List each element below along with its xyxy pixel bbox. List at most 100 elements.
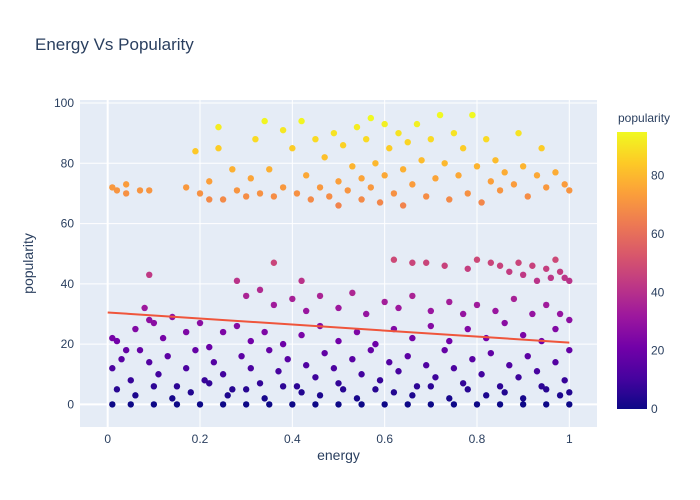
scatter-point: [446, 395, 453, 402]
scatter-point: [335, 202, 342, 209]
y-tick-label: 60: [61, 217, 75, 231]
scatter-point: [487, 349, 495, 357]
scatter-point: [229, 166, 236, 173]
scatter-point: [339, 386, 347, 393]
scatter-point: [566, 316, 573, 324]
scatter-point: [150, 383, 158, 390]
colorbar-tick-label: 60: [651, 227, 665, 241]
scatter-point: [543, 301, 550, 309]
scatter-point: [561, 181, 568, 188]
scatter-point: [381, 172, 388, 179]
x-tick-label: 0.4: [284, 432, 301, 446]
scatter-point: [164, 352, 171, 360]
x-axis-label: energy: [317, 447, 360, 463]
scatter-point: [173, 401, 181, 408]
scatter-point: [155, 371, 162, 378]
scatter-point: [413, 383, 421, 390]
scatter-point: [275, 368, 282, 375]
scatter-point: [515, 374, 522, 381]
scatter-point: [316, 292, 324, 300]
scatter-point: [381, 401, 388, 408]
scatter-point: [150, 401, 158, 408]
scatter-point: [182, 328, 190, 336]
scatter-point: [335, 178, 342, 185]
scatter-point: [446, 298, 453, 306]
x-tick-label: 0: [104, 432, 111, 446]
scatter-point: [552, 169, 559, 176]
scatter-point: [118, 355, 125, 363]
scatter-point: [242, 292, 250, 300]
scatter-point: [146, 359, 153, 366]
scatter-point: [552, 256, 559, 263]
y-tick-label: 20: [61, 337, 75, 351]
colorbar-tick-label: 0: [651, 402, 658, 416]
colorbar-tick-label: 40: [651, 285, 665, 299]
scatter-point: [427, 135, 435, 143]
scatter-point: [473, 401, 481, 408]
scatter-point: [122, 190, 130, 197]
scatter-point: [464, 325, 471, 333]
scatter-point: [441, 262, 448, 269]
scatter-point: [404, 138, 411, 146]
colorbar-tick-label: 80: [651, 169, 665, 183]
scatter-point: [242, 401, 250, 408]
colorbar-tick-label: 20: [651, 344, 665, 358]
scatter-point: [109, 184, 116, 191]
scatter-point: [515, 129, 522, 137]
scatter-point: [279, 383, 287, 390]
scatter-point: [519, 401, 527, 408]
scatter-point: [122, 181, 130, 188]
scatter-point: [210, 359, 218, 366]
scatter-points: [109, 111, 573, 408]
scatter-point: [159, 334, 167, 342]
scatter-point: [242, 386, 250, 393]
scatter-point: [561, 377, 568, 384]
scatter-point: [353, 328, 361, 336]
scatter-point: [566, 187, 573, 194]
scatter-point: [330, 129, 338, 137]
scatter-point: [543, 386, 550, 393]
scatter-point: [464, 386, 471, 393]
scatter-point: [330, 365, 338, 372]
trendline: [107, 311, 570, 344]
x-tick-label: 0.8: [469, 432, 486, 446]
scatter-point: [538, 145, 545, 152]
scatter-point: [372, 386, 379, 393]
scatter-point: [127, 377, 134, 384]
scatter-point: [372, 160, 379, 167]
scatter-point: [206, 196, 213, 203]
y-tick-label: 0: [67, 397, 74, 411]
scatter-point: [113, 386, 121, 393]
scatter-point: [409, 292, 416, 300]
plot-area[interactable]: [80, 100, 597, 427]
scatter-point: [302, 307, 310, 315]
scatter-point: [538, 383, 545, 390]
scatter-point: [261, 117, 268, 125]
scatter-point: [349, 355, 356, 363]
scatter-point: [362, 135, 370, 143]
scatter-point: [113, 187, 121, 194]
scatter-point: [247, 365, 254, 372]
scatter-point: [487, 259, 495, 266]
scatter-point: [506, 268, 513, 275]
scatter-point: [386, 359, 393, 366]
scatter-point: [543, 401, 550, 408]
scatter-point: [358, 196, 365, 203]
chart-title: Energy Vs Popularity: [35, 35, 194, 54]
scatter-point: [316, 392, 324, 399]
scatter-point: [409, 259, 416, 266]
scatter-point: [399, 202, 407, 209]
scatter-point: [483, 392, 490, 399]
scatter-point: [293, 190, 301, 197]
scatter-point: [395, 304, 402, 312]
scatter-point: [132, 392, 139, 399]
scatter-point: [492, 307, 499, 315]
scatter-point: [146, 187, 153, 194]
scatter-point: [432, 175, 439, 182]
scatter-point: [473, 256, 481, 263]
scatter-point: [109, 365, 116, 372]
scatter-point: [404, 401, 411, 408]
scatter-point: [298, 117, 305, 125]
scatter-point: [473, 163, 481, 170]
scatter-point: [302, 172, 310, 179]
